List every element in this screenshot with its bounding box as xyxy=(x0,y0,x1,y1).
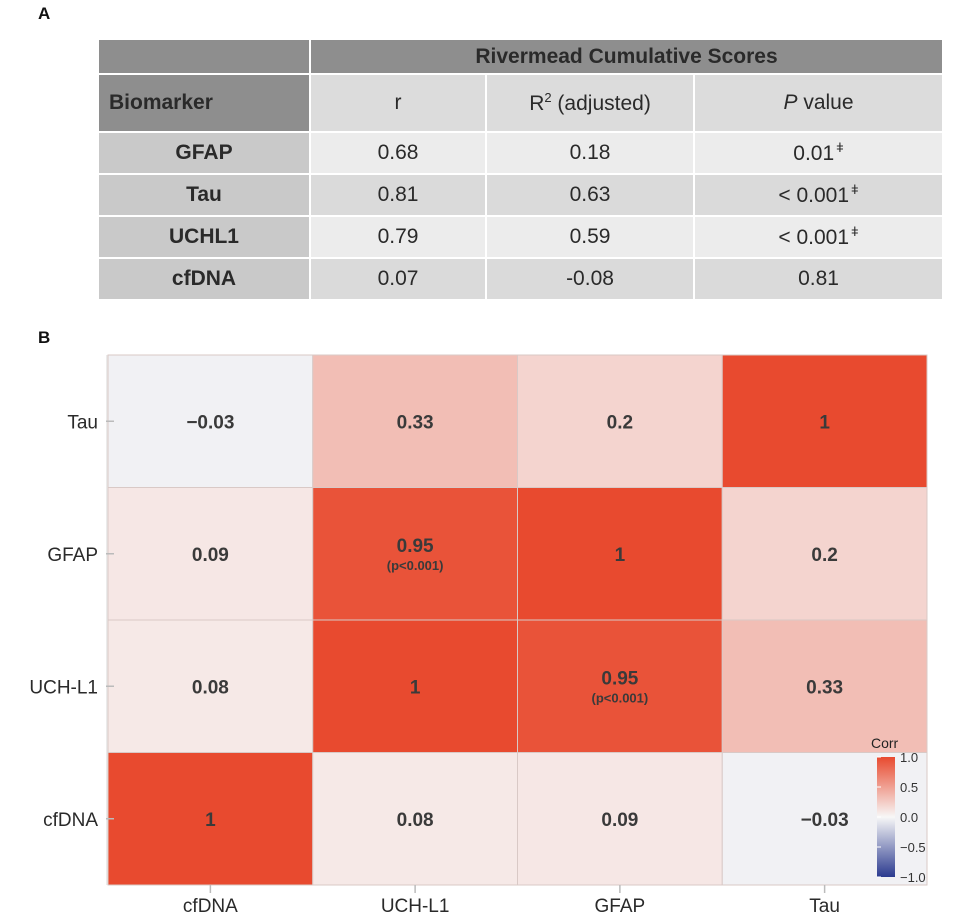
cell-value-label: 1 xyxy=(410,677,421,698)
header-biomarker: Biomarker xyxy=(97,73,311,133)
cell-value-label: −0.03 xyxy=(801,810,849,831)
header-p-italic: P xyxy=(783,91,798,114)
table-body: GFAP 0.68 0.18 0.01 ǂ Tau 0.81 0.63 < 0.001 ǂ UCHL… xyxy=(97,131,945,301)
cell-value-label: 0.95 xyxy=(397,536,434,557)
x-tick-label: GFAP xyxy=(595,896,646,917)
cell-value-label: 0.33 xyxy=(397,412,434,433)
p-value-cell: 0.01 ǂ xyxy=(692,131,945,175)
legend-tick-label: 1.0 xyxy=(900,750,918,765)
table-row: UCHL1 0.79 0.59 < 0.001 ǂ xyxy=(97,215,945,259)
rivermead-table: Rivermead Cumulative Scores Biomarker r … xyxy=(97,38,945,301)
legend-tick-label: 0.0 xyxy=(900,810,918,825)
y-tick-label: cfDNA xyxy=(43,810,98,831)
header-r2-sup: 2 xyxy=(544,90,552,105)
p-value-cell: < 0.001 ǂ xyxy=(692,215,945,259)
y-tick-label: Tau xyxy=(67,412,98,433)
heatmap-cell-cfDNA-GFAP xyxy=(517,752,723,886)
header-r2-rest: (adjusted) xyxy=(551,92,651,115)
header-r: r xyxy=(309,73,487,133)
cell-value-label: 0.33 xyxy=(806,677,843,698)
correlation-heatmap: −0.03 0.33 0.2 10.09 0.95(p<0.001) 1 0.20.08 1 0… xyxy=(29,354,928,917)
p-value-cell: 0.81 xyxy=(692,257,945,301)
header-r2-base: R xyxy=(529,92,545,115)
r-cell: 0.79 xyxy=(309,215,487,259)
table-row: cfDNA 0.07 -0.08 0.81 xyxy=(97,257,945,301)
r2-cell: 0.18 xyxy=(485,131,695,175)
table-corner xyxy=(97,38,311,75)
heatmap-cell-UCH-L1-Tau xyxy=(721,619,928,753)
cell-value-label: 0.08 xyxy=(397,810,434,831)
biomarker-cell: GFAP xyxy=(97,131,311,175)
legend-tick-label: −0.5 xyxy=(900,840,926,855)
heatmap-cell-GFAP-Tau xyxy=(721,487,928,621)
heatmap-cell-UCH-L1-UCH-L1 xyxy=(312,619,518,753)
y-axis: Tau GFAP UCH-L1 cfDNA xyxy=(29,412,114,831)
y-tick-label: UCH-L1 xyxy=(29,677,98,698)
cell-value-label: 0.2 xyxy=(607,412,633,433)
y-tick-label: GFAP xyxy=(47,545,98,566)
p-value-text: 0.01 xyxy=(793,142,835,165)
r-cell: 0.07 xyxy=(309,257,487,301)
biomarker-cell: UCHL1 xyxy=(97,215,311,259)
cell-p-value-label: (p<0.001) xyxy=(592,690,649,705)
heatmap-cell-GFAP-GFAP xyxy=(517,487,723,621)
x-tick-label: Tau xyxy=(809,896,840,917)
heatmap-cell-UCH-L1-GFAP xyxy=(517,619,723,753)
cell-value-label: 1 xyxy=(819,412,830,433)
significance-dagger: ǂ xyxy=(851,182,859,197)
header-r2: R2 (adjusted) xyxy=(485,73,695,133)
significance-dagger: ǂ xyxy=(836,140,844,155)
significance-dagger: ǂ xyxy=(851,224,859,239)
x-tick-label: UCH-L1 xyxy=(381,896,450,917)
r-cell: 0.68 xyxy=(309,131,487,175)
panel-a-label: A xyxy=(38,4,51,23)
heatmap-cell-cfDNA-UCH-L1 xyxy=(312,752,518,886)
legend-tick-label: −1.0 xyxy=(900,870,926,885)
heatmap-cell-UCH-L1-cfDNA xyxy=(107,619,314,753)
p-value-cell: < 0.001 ǂ xyxy=(692,173,945,217)
panel-b-label: B xyxy=(38,328,51,347)
heatmap-cell-labels: −0.03 0.33 0.2 10.09 0.95(p<0.001) 1 0.20.08 1 0… xyxy=(186,412,848,831)
cell-value-label: 0.09 xyxy=(192,545,229,566)
heatmap-cell-Tau-cfDNA xyxy=(107,354,314,488)
table-row: Tau 0.81 0.63 < 0.001 ǂ xyxy=(97,173,945,217)
biomarker-cell: cfDNA xyxy=(97,257,311,301)
cell-value-label: 0.08 xyxy=(192,677,229,698)
biomarker-cell: Tau xyxy=(97,173,311,217)
legend-color-bar xyxy=(877,757,895,877)
p-value-text: < 0.001 xyxy=(778,184,850,207)
r2-cell: -0.08 xyxy=(485,257,695,301)
cell-value-label: 0.95 xyxy=(601,668,638,689)
heatmap-cells xyxy=(107,354,928,886)
header-p-value: P value xyxy=(692,73,945,133)
header-p-rest: value xyxy=(797,91,854,114)
cell-value-label: 0.2 xyxy=(811,545,837,566)
x-tick-label: cfDNA xyxy=(183,896,238,917)
cell-value-label: 1 xyxy=(205,810,216,831)
x-axis: cfDNA UCH-L1 GFAP Tau xyxy=(183,885,840,917)
cell-value-label: −0.03 xyxy=(186,412,234,433)
legend-tick-label: 0.5 xyxy=(900,780,918,795)
p-value-text: < 0.001 xyxy=(778,226,850,249)
p-value-text: 0.81 xyxy=(798,267,839,290)
r2-cell: 0.63 xyxy=(485,173,695,217)
cell-value-label: 1 xyxy=(615,545,626,566)
table-row: GFAP 0.68 0.18 0.01 ǂ xyxy=(97,131,945,175)
legend-title: Corr xyxy=(871,735,899,751)
cell-p-value-label: (p<0.001) xyxy=(387,558,444,573)
r2-cell: 0.59 xyxy=(485,215,695,259)
group-title: Rivermead Cumulative Scores xyxy=(308,38,945,75)
r-cell: 0.81 xyxy=(309,173,487,217)
cell-value-label: 0.09 xyxy=(601,810,638,831)
